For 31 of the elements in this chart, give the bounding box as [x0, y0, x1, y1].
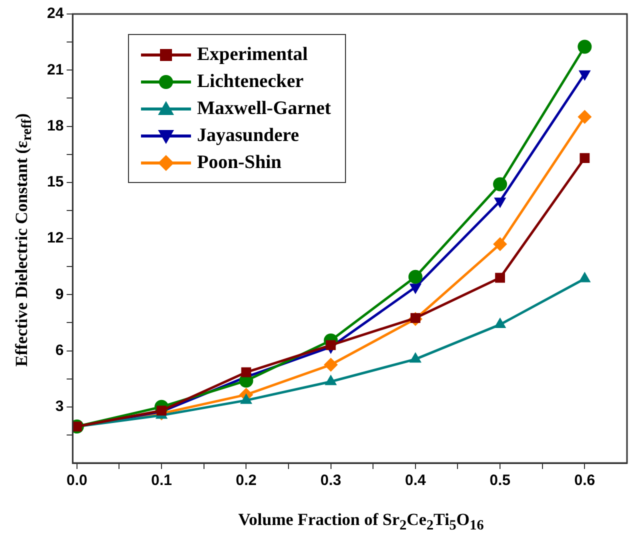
point: [578, 110, 592, 124]
x-tick-label: 0.3: [320, 472, 342, 490]
y-tick-label: 3: [55, 398, 64, 416]
x-tick-label: 0.5: [490, 472, 510, 490]
legend-label: Jayasundere: [197, 124, 300, 146]
point: [493, 237, 508, 252]
legend-label: Lichtenecker: [197, 70, 304, 92]
x-axis-title: Volume Fraction of Sr$_{2}$Ce$_{2}$Ti$_{5}$O$_{16}$: [237, 510, 485, 534]
x-tick-label: 0.6: [574, 472, 596, 490]
point: [580, 153, 590, 164]
x-tick-label: 0.1: [151, 472, 172, 490]
y-tick-label: 18: [46, 117, 64, 134]
point: [578, 40, 592, 54]
y-tick-label: 6: [55, 342, 64, 359]
legend-label: Experimental: [197, 44, 308, 66]
y-tick-label: 21: [46, 61, 64, 78]
y-tick-label: 12: [46, 230, 64, 247]
point: [324, 358, 338, 372]
point: [241, 367, 252, 378]
y-tick-label: 24: [46, 5, 64, 22]
legend-label: Maxwell-Garnet: [197, 98, 332, 120]
y-tick-label: 9: [55, 286, 64, 303]
legend-label: Poon-Shin: [197, 152, 282, 174]
point: [495, 272, 506, 283]
point: [408, 270, 422, 284]
x-tick-label: 0.0: [66, 472, 88, 490]
y-tick-label: 15: [46, 174, 64, 191]
x-tick-label: 0.4: [405, 472, 427, 490]
point: [326, 340, 336, 350]
point: [493, 177, 508, 192]
x-tick-label: 0.2: [236, 472, 257, 490]
